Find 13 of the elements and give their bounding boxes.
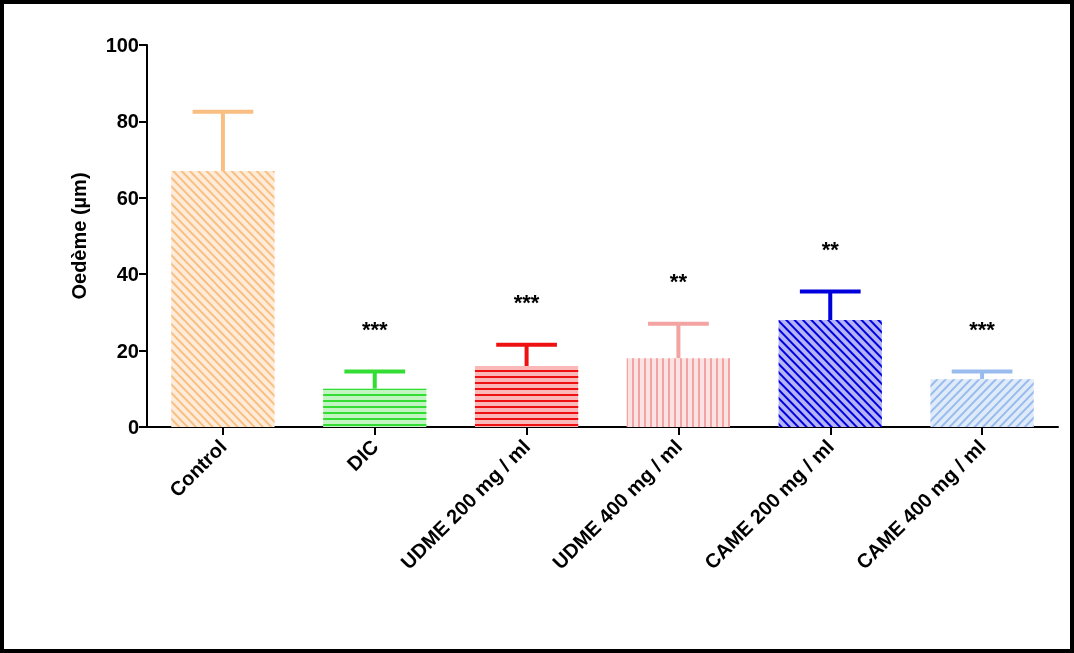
y-tick-label: 100	[105, 34, 139, 56]
annotation: ***	[513, 290, 540, 316]
y-tick-label: 80	[116, 110, 139, 133]
y-axis-title: Oedème (µm)	[68, 172, 90, 300]
annotation: ***	[361, 317, 389, 343]
x-tick-label: DIC	[342, 435, 383, 476]
y-tick-label: 0	[127, 416, 139, 438]
y-tick-label: 20	[116, 339, 139, 362]
annotation: **	[821, 236, 840, 262]
annotation: ***	[969, 317, 996, 343]
annotation: **	[669, 269, 688, 295]
y-tick-label: 40	[116, 263, 139, 286]
y-tick-label: 60	[116, 186, 139, 209]
